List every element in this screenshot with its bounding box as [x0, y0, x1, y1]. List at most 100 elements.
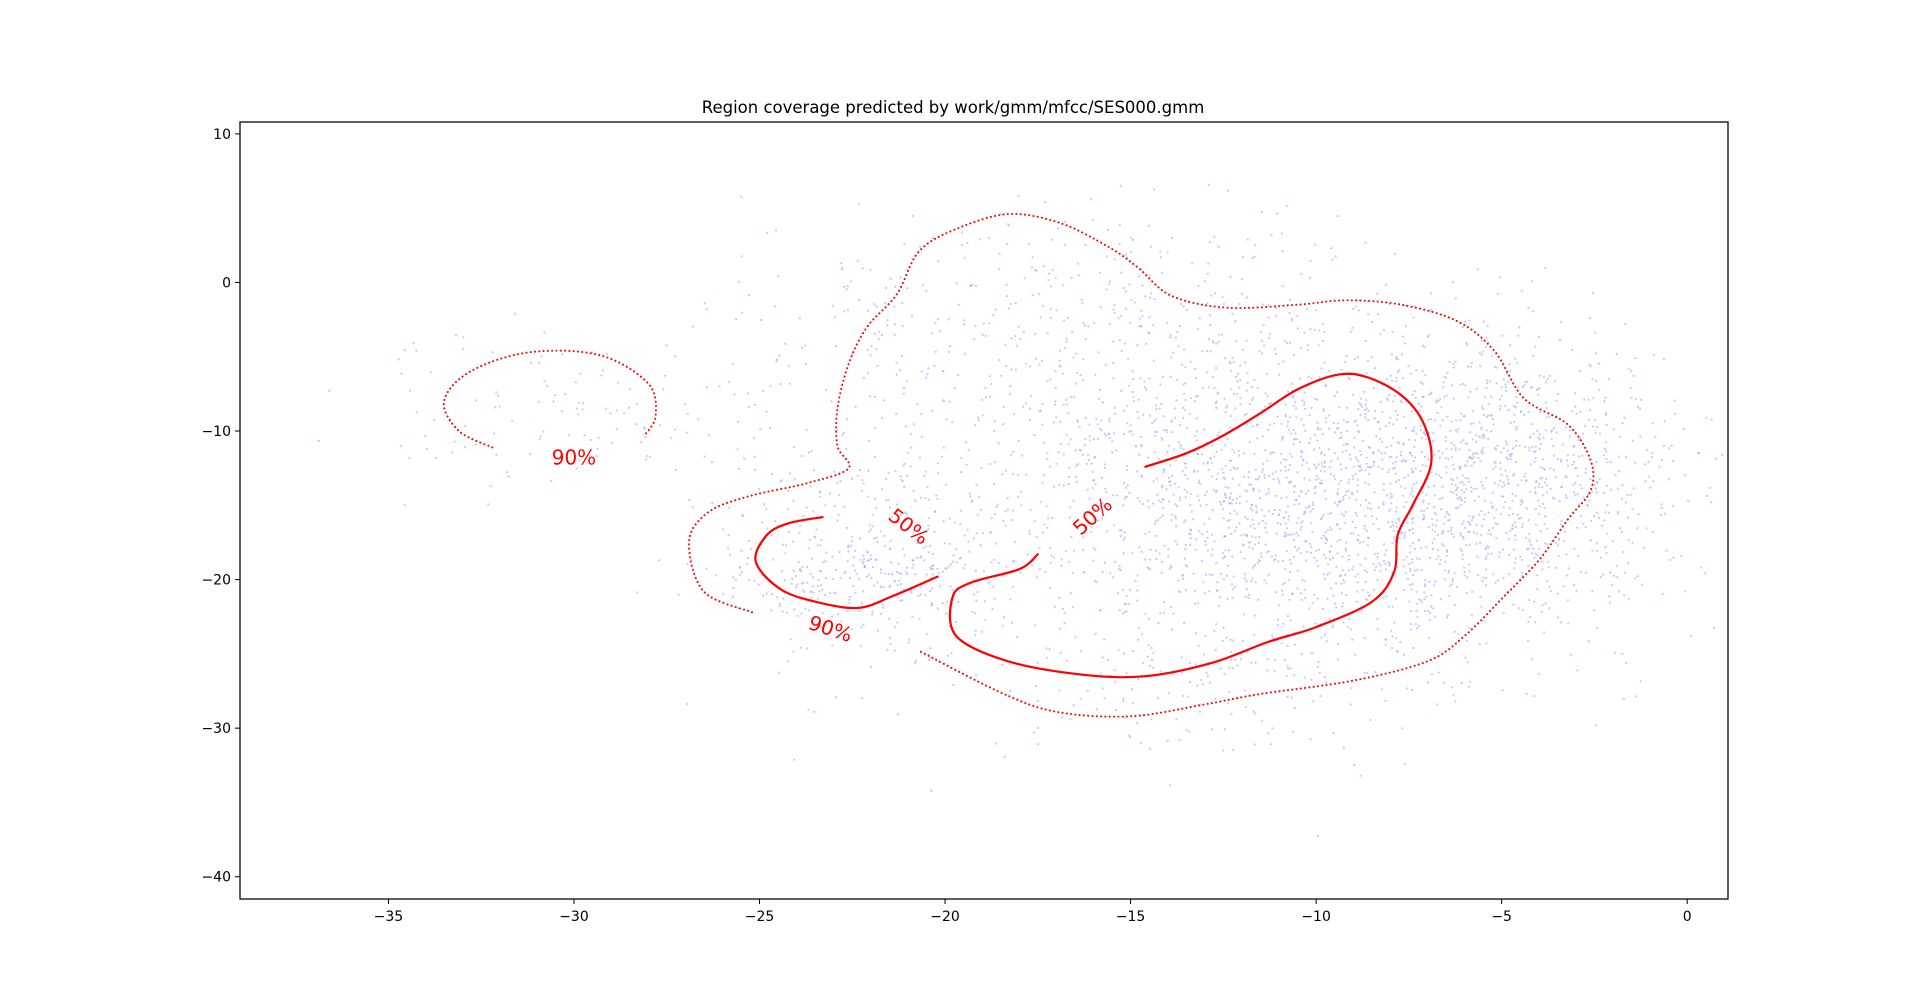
scatter-point	[1204, 494, 1207, 497]
scatter-point	[697, 418, 700, 421]
scatter-point	[1058, 483, 1061, 486]
scatter-point	[1223, 357, 1227, 360]
scatter-point	[1277, 514, 1280, 517]
scatter-point	[1309, 437, 1312, 440]
scatter-point	[1373, 569, 1376, 572]
scatter-point	[901, 355, 904, 358]
scatter-point	[1199, 482, 1202, 485]
scatter-point	[705, 308, 708, 311]
scatter-point	[884, 301, 887, 305]
scatter-point	[1071, 571, 1075, 575]
scatter-point	[1030, 266, 1034, 269]
scatter-point	[1293, 643, 1297, 646]
scatter-point	[688, 498, 691, 501]
scatter-point	[1684, 590, 1687, 593]
scatter-point	[1043, 441, 1046, 444]
scatter-point	[1673, 399, 1676, 402]
scatter-point	[1347, 376, 1350, 379]
scatter-point	[1210, 554, 1213, 557]
scatter-point	[1299, 449, 1303, 452]
scatter-point	[1069, 718, 1072, 721]
x-tick-label: −5	[1491, 909, 1512, 925]
scatter-point	[628, 388, 632, 391]
scatter-point	[560, 409, 564, 413]
scatter-point	[1206, 674, 1209, 677]
scatter-point	[649, 455, 652, 458]
scatter-point	[930, 332, 933, 335]
scatter-point	[1170, 519, 1173, 522]
scatter-point	[1529, 540, 1532, 543]
scatter-point	[1002, 405, 1005, 409]
scatter-point	[1336, 215, 1339, 218]
scatter-point	[1091, 487, 1094, 490]
scatter-point	[582, 402, 585, 405]
scatter-point	[1054, 386, 1057, 389]
scatter-point	[1328, 550, 1332, 554]
scatter-point	[1354, 473, 1357, 476]
scatter-point	[747, 557, 750, 560]
scatter-point	[1502, 548, 1505, 551]
scatter-point	[1553, 497, 1556, 500]
scatter-point	[1535, 539, 1539, 542]
scatter-point	[836, 519, 839, 522]
scatter-point	[888, 572, 891, 576]
scatter-point	[960, 231, 964, 234]
scatter-point	[1560, 485, 1563, 489]
scatter-point	[1204, 543, 1207, 546]
scatter-point	[1464, 656, 1467, 659]
scatter-point	[1085, 462, 1088, 465]
scatter-point	[1184, 366, 1187, 369]
scatter-point	[1498, 408, 1502, 411]
scatter-point	[605, 352, 609, 356]
scatter-point	[952, 683, 955, 687]
scatter-point	[1051, 516, 1054, 520]
scatter-point	[1397, 371, 1400, 374]
scatter-point	[1267, 732, 1270, 735]
scatter-point	[1297, 517, 1300, 520]
scatter-point	[1344, 573, 1347, 577]
scatter-point	[1394, 252, 1397, 256]
scatter-point	[1191, 518, 1194, 521]
scatter-point	[1063, 346, 1066, 349]
scatter-point	[860, 489, 863, 492]
scatter-point	[1206, 350, 1209, 353]
scatter-point	[1448, 594, 1451, 597]
scatter-point	[800, 612, 803, 615]
scatter-point	[1555, 431, 1558, 434]
scatter-point	[845, 526, 849, 530]
scatter-point	[1361, 540, 1365, 544]
scatter-point	[1504, 383, 1507, 386]
scatter-point	[1359, 774, 1362, 777]
scatter-point	[1529, 435, 1532, 438]
scatter-point	[1041, 359, 1044, 362]
scatter-point	[931, 587, 934, 590]
scatter-point	[1477, 456, 1480, 459]
scatter-point	[1430, 308, 1433, 311]
scatter-point	[870, 557, 873, 561]
scatter-point	[1484, 557, 1487, 561]
scatter-point	[1349, 532, 1353, 535]
scatter-point	[1439, 397, 1442, 400]
scatter-point	[707, 433, 711, 436]
scatter-point	[1433, 494, 1436, 497]
scatter-point	[809, 485, 812, 488]
scatter-point	[963, 534, 966, 537]
scatter-point	[930, 789, 933, 793]
scatter-point	[1514, 406, 1517, 409]
scatter-point	[1618, 590, 1621, 593]
scatter-point	[623, 412, 626, 415]
scatter-point	[1080, 298, 1083, 301]
scatter-point	[1235, 512, 1239, 515]
scatter-point	[1062, 372, 1065, 375]
scatter-point	[1512, 473, 1516, 476]
scatter-point	[1700, 566, 1703, 569]
scatter-point	[1490, 414, 1493, 417]
scatter-point	[1454, 700, 1457, 703]
scatter-point	[1543, 468, 1547, 472]
scatter-point	[1317, 344, 1320, 347]
scatter-point	[1433, 419, 1436, 422]
scatter-point	[1234, 467, 1237, 470]
scatter-point	[1257, 522, 1260, 525]
scatter-point	[1579, 483, 1582, 487]
scatter-point	[1367, 446, 1370, 449]
